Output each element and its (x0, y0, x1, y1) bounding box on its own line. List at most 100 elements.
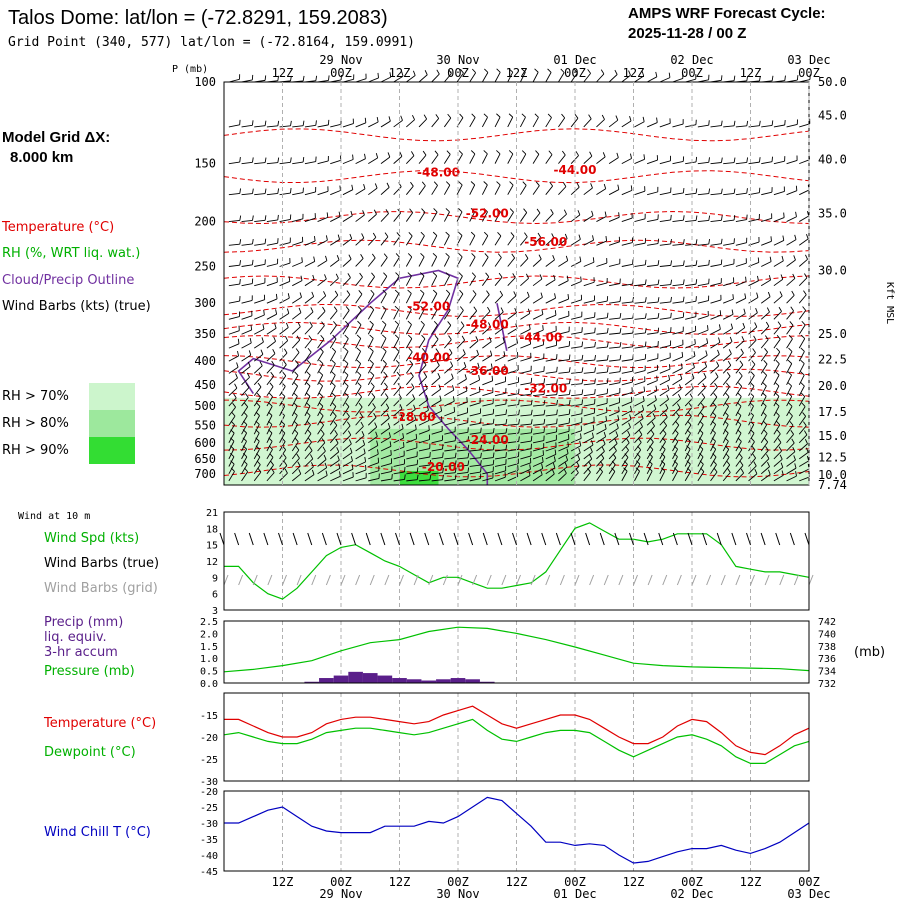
wind-barb-staff (507, 312, 517, 320)
wind-barb-staff (647, 332, 659, 335)
wind-barb-flag (699, 420, 704, 425)
dewpoint-label: Dewpoint (°C) (44, 745, 136, 760)
wind-barb-staff (329, 294, 339, 304)
wind-barb-staff (773, 442, 782, 452)
wind-barb-staff (558, 394, 570, 397)
wind-barb-flag (518, 436, 520, 442)
wind-barb-staff (355, 351, 362, 362)
wind-barb-staff (317, 459, 327, 467)
wind-barb-staff (558, 413, 570, 417)
wind-barb-staff (342, 363, 349, 374)
wind-barb-flag (754, 469, 758, 474)
wind-barb-staff (367, 309, 375, 320)
wind-barb-staff (482, 326, 491, 335)
wind-barb-flag (346, 290, 351, 295)
wind-barb-staff (228, 366, 239, 374)
wind-barb-staff (722, 365, 732, 374)
wind-barb-flag (382, 334, 387, 339)
wind-barb-flag (412, 394, 416, 400)
wind-barb-flag (756, 292, 759, 298)
wind-barb-flag (309, 446, 313, 451)
wind-barb-staff (570, 299, 582, 304)
wind-barb-staff (253, 353, 264, 362)
wind-barb-staff (317, 216, 328, 222)
wind-barb-staff (393, 309, 400, 320)
wind-barb-flag (400, 115, 403, 121)
wind-barb-staff (748, 465, 757, 475)
wind-barb-flag (331, 359, 336, 364)
wind-barb-flag (445, 289, 451, 294)
wind-barb-flag (656, 375, 658, 381)
wind-barb-staff (672, 77, 684, 83)
wind-barb-flag (432, 289, 438, 294)
wind-barb-flag (312, 274, 315, 280)
wind-barb-staff (533, 414, 545, 417)
wind-barb-staff (253, 432, 260, 443)
wind-barb-flag (680, 363, 683, 369)
wind-barb-staff (431, 456, 443, 460)
wind-barb-staff (773, 311, 782, 320)
wind-barb-staff (266, 125, 278, 128)
wind-barb-flag (581, 399, 584, 405)
wind-barb-flag (434, 335, 439, 340)
wind-barb-staff (494, 392, 506, 397)
wind-barb-flag (483, 181, 488, 186)
wind-barb-flag (239, 157, 241, 163)
wind-barb-flag (270, 371, 275, 377)
wind-barb-flag (630, 405, 632, 411)
wind-barb-flag (556, 378, 558, 384)
wind-barb-staff (735, 219, 747, 223)
temperature-contour-label: -44.00 (554, 163, 597, 177)
wind-barb-flag (751, 360, 756, 365)
wind-barb-flag (538, 254, 542, 260)
wind-barb-flag (436, 69, 440, 75)
wind-barb-staff (533, 423, 545, 426)
wind-barb-staff (786, 310, 794, 320)
surface-wind-barb-grid (428, 574, 434, 586)
wind-barb-staff (241, 243, 253, 246)
wind-barb-flag (338, 463, 341, 469)
wind-barb-flag (348, 439, 352, 445)
wind-barb-staff (761, 124, 773, 128)
wind-barb-flag (331, 392, 336, 397)
wind-barb-staff (634, 418, 644, 426)
wind-barb-flag (618, 406, 620, 412)
wind-barb-staff (710, 396, 718, 407)
wind-barb-staff (583, 371, 595, 374)
wind-barb-flag (670, 214, 672, 220)
wind-barb-flag (239, 260, 241, 266)
wind-barb-flag (260, 349, 264, 355)
wind-barb-flag (310, 462, 314, 468)
wind-barb-flag (718, 324, 721, 330)
bottom-time-tick-label: 00Z (564, 875, 586, 889)
wind-barb-flag (654, 395, 657, 401)
wind-barb-flag (568, 354, 571, 360)
wind-barb-flag (420, 289, 425, 294)
wind-barb-flag (617, 184, 620, 190)
wind-barb-staff (735, 424, 742, 435)
wind-barb-flag (363, 183, 366, 190)
temperature-contour-label: -52.00 (466, 206, 509, 220)
top-time-tick-label: 00Z (564, 66, 586, 80)
wind-barb-staff (748, 385, 755, 396)
wind-barb-flag (581, 354, 584, 360)
wind-barb-flag (612, 453, 617, 459)
wind-barb-flag (360, 253, 364, 259)
wind-barb-flag (332, 411, 337, 417)
wind-barb-flag (370, 289, 375, 295)
wind-barb-staff (254, 328, 265, 335)
wind-barb-staff (241, 283, 253, 287)
wind-barb-staff (609, 332, 621, 335)
wind-barb-staff (786, 434, 794, 444)
wind-barb-flag (791, 290, 795, 296)
wind-barb-flag (370, 382, 375, 387)
bottom-date-label: 02 Dec (670, 887, 713, 900)
wind-barb-flag (603, 183, 607, 189)
wind-barb-staff (241, 415, 248, 426)
wind-barb-flag (295, 348, 300, 353)
wind-barb-staff (368, 121, 379, 128)
wind-barb-staff (571, 383, 583, 386)
wind-barb-flag (395, 253, 400, 258)
wind-barb-flag (619, 366, 622, 372)
bottom-time-tick-label: 00Z (798, 875, 820, 889)
